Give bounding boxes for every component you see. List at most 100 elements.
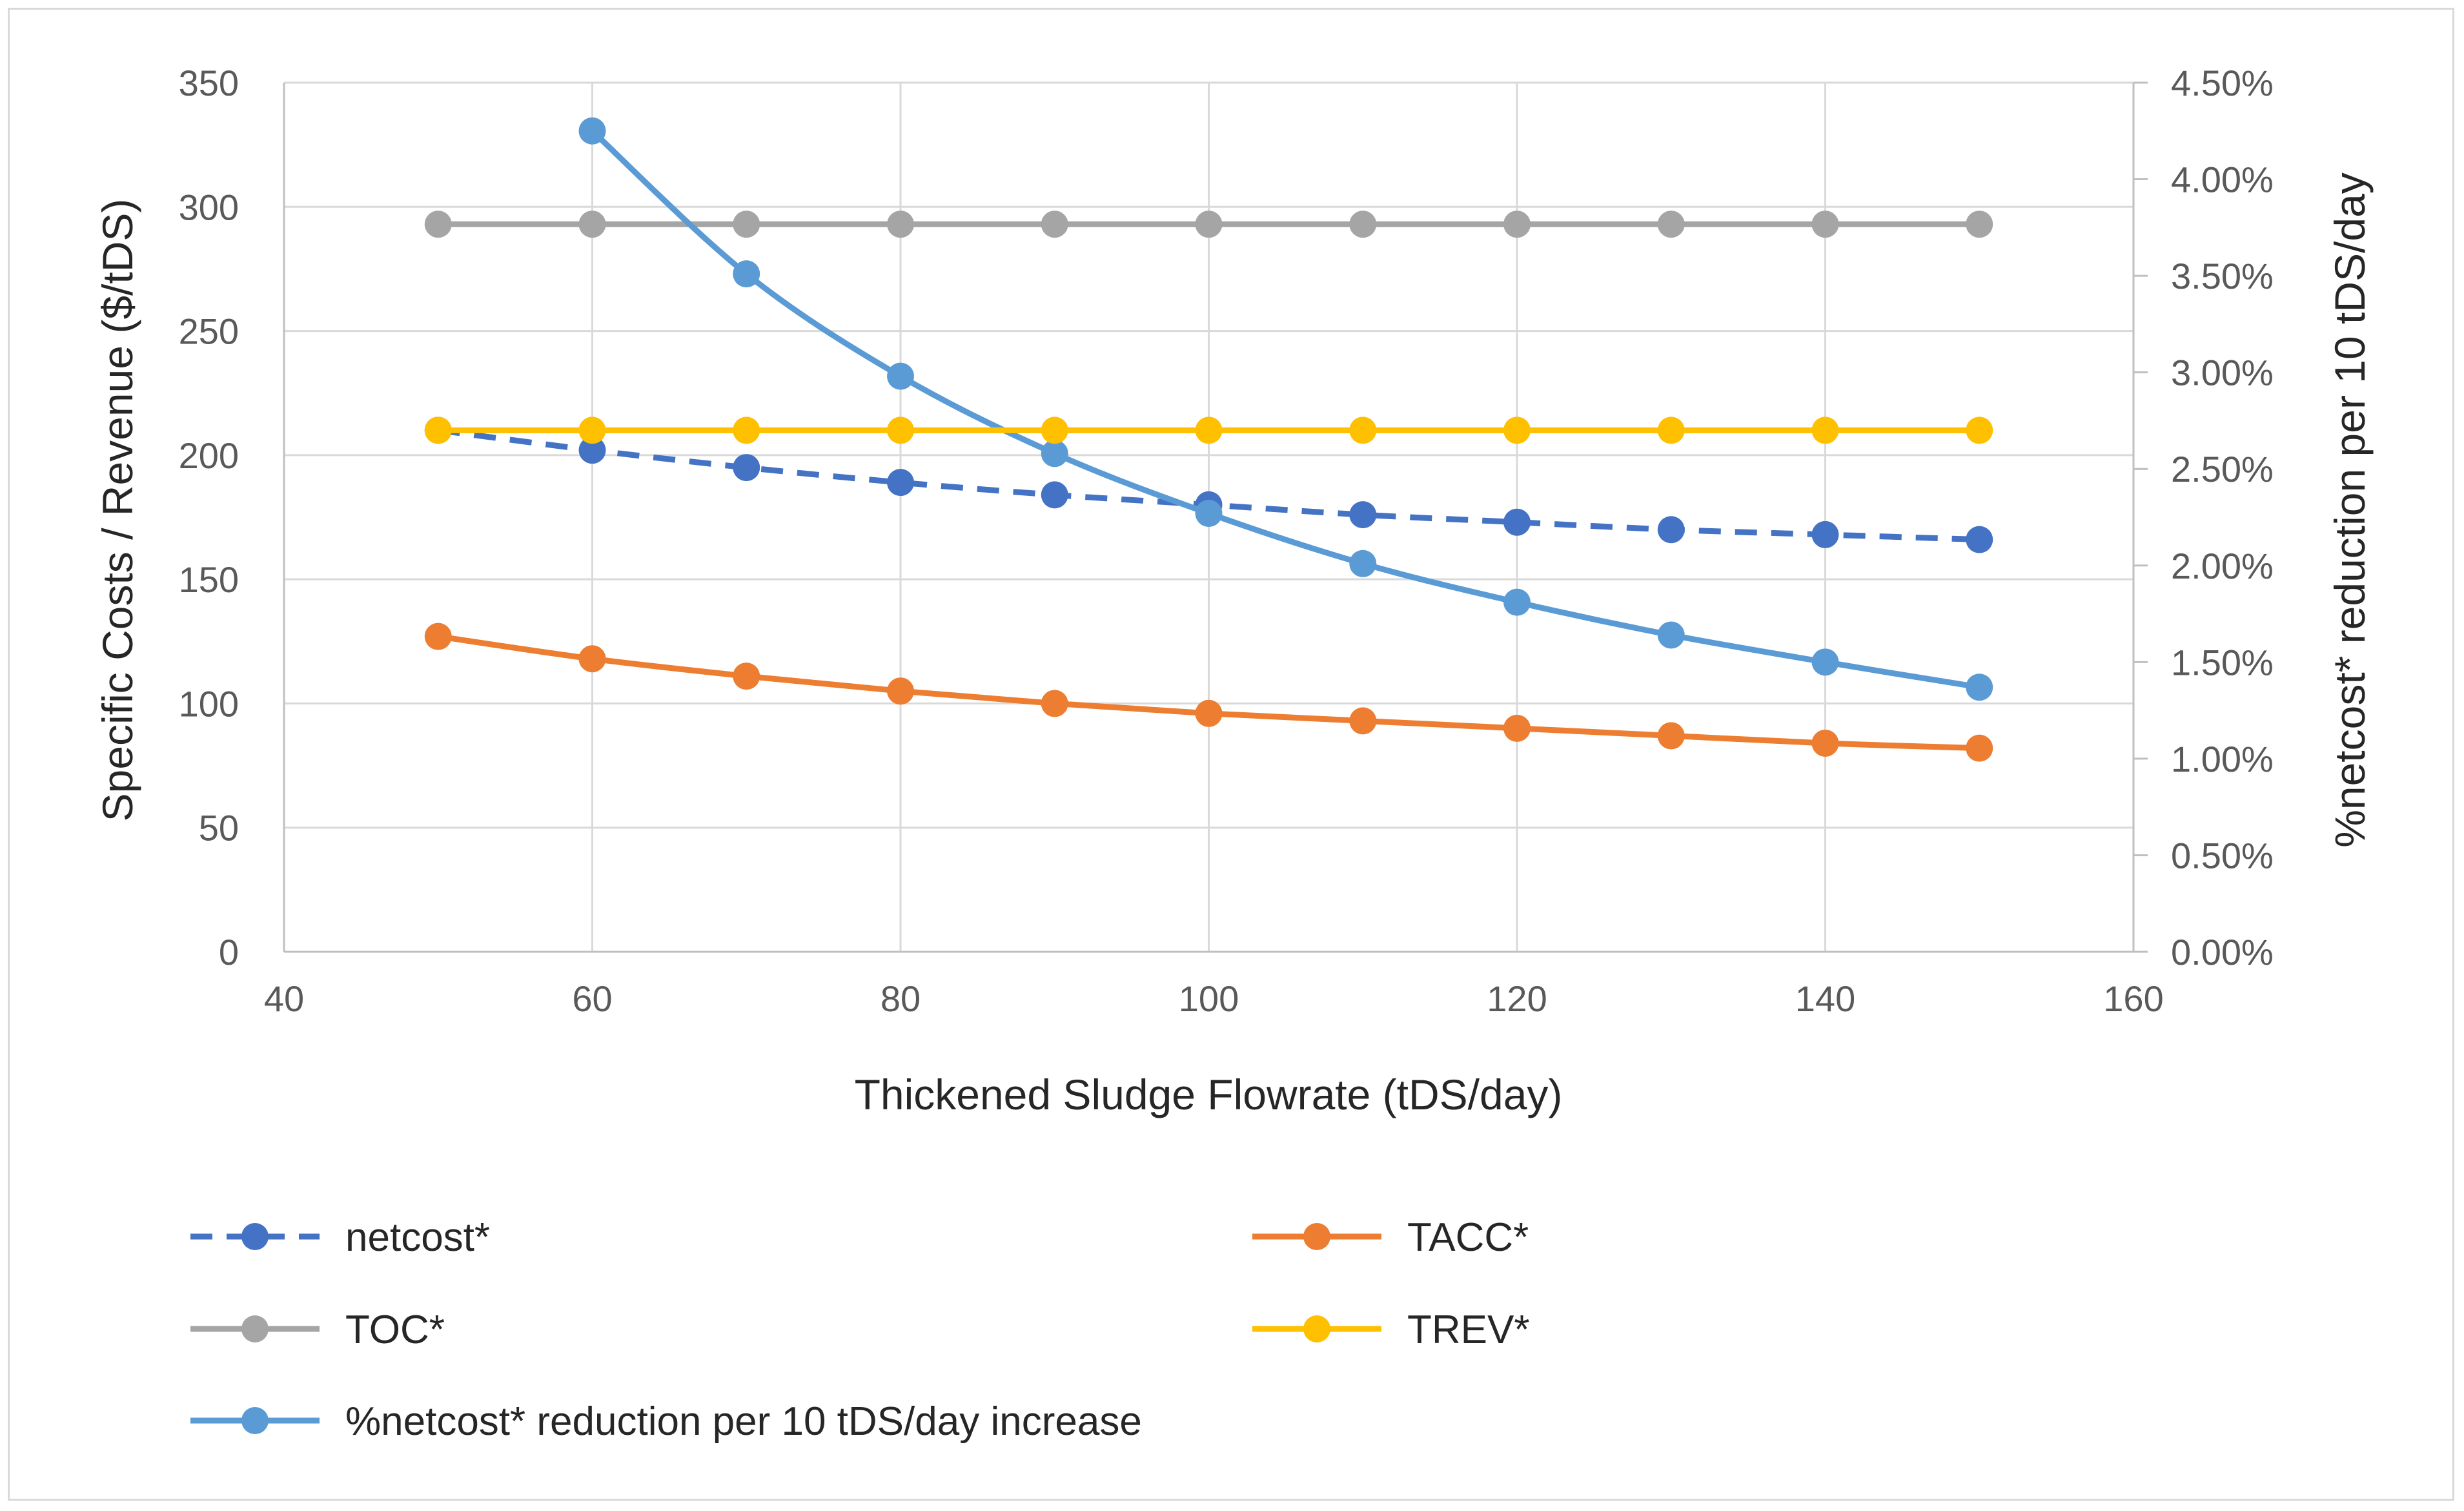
legend-item: netcost* — [190, 1215, 490, 1260]
data-point — [1041, 211, 1068, 238]
data-point — [578, 416, 606, 444]
data-point — [1195, 699, 1223, 727]
axes — [283, 83, 2135, 953]
y2-axis-title: %netcost* reduction per 10 tDS/day — [2326, 172, 2374, 848]
data-point — [578, 117, 606, 145]
data-point — [424, 211, 452, 238]
y-tick-label: 50 — [199, 808, 239, 848]
y-tick-label: 350 — [179, 63, 239, 103]
x-axis-ticks: 40 60 80 100 120 140 160 — [264, 978, 2164, 1019]
y-tick-label: 250 — [179, 311, 239, 352]
y2-tick-label: 2.50% — [2171, 449, 2274, 489]
x-tick-label: 120 — [1487, 978, 1547, 1019]
y2-tick-label: 1.00% — [2171, 739, 2274, 779]
data-point — [1657, 621, 1685, 649]
chart-frame — [8, 8, 2454, 1501]
data-point — [1041, 481, 1068, 509]
data-point — [887, 416, 914, 444]
y2-axis-ticks: 0.00% 0.50% 1.00% 1.50% 2.00% 2.50% 3.00% 3.50%… — [2133, 63, 2274, 972]
legend-item: TREV* — [1252, 1308, 1529, 1352]
data-point — [733, 260, 760, 288]
data-point — [1657, 416, 1685, 444]
series-line — [590, 128, 1980, 690]
data-point — [578, 645, 606, 673]
legend-item: TOC* — [190, 1308, 445, 1352]
data-point — [1657, 211, 1685, 238]
x-tick-label: 40 — [264, 978, 304, 1019]
data-point — [1195, 211, 1223, 238]
x-tick-label: 160 — [2103, 978, 2163, 1019]
series-group — [424, 117, 1993, 762]
legend-label: %netcost* reduction per 10 tDS/day incre… — [345, 1399, 1142, 1444]
y-tick-label: 100 — [179, 683, 239, 724]
data-point — [733, 416, 760, 444]
data-point — [1966, 734, 1993, 762]
data-point — [1811, 520, 1839, 548]
x-tick-label: 140 — [1795, 978, 1855, 1019]
data-point — [578, 211, 606, 238]
y2-tick-label: 4.50% — [2171, 63, 2274, 103]
y-tick-label: 150 — [179, 559, 239, 600]
data-point — [1966, 526, 1993, 553]
data-point — [1503, 588, 1531, 616]
data-point — [1349, 416, 1377, 444]
y-axis-title: Specific Costs / Revenue ($/tDS) — [94, 199, 141, 822]
legend-swatch-marker — [241, 1223, 269, 1250]
data-point — [1503, 508, 1531, 536]
series-toc — [424, 211, 1993, 238]
data-point — [424, 416, 452, 444]
y2-tick-label: 1.50% — [2171, 642, 2274, 683]
data-point — [1041, 440, 1068, 468]
data-point — [887, 211, 914, 238]
data-point — [1657, 516, 1685, 544]
data-point — [1195, 416, 1223, 444]
legend-swatch-marker — [241, 1407, 269, 1434]
data-point — [1041, 416, 1068, 444]
series-tacc — [424, 622, 1993, 762]
data-point — [1811, 416, 1839, 444]
legend-swatch-marker — [1303, 1223, 1330, 1250]
data-point — [1503, 714, 1531, 742]
y2-tick-label: 3.00% — [2171, 353, 2274, 393]
series-netcost-reduction-per-10-tds-day-increase — [578, 117, 1993, 701]
legend-label: TOC* — [345, 1308, 445, 1352]
legend-item: %netcost* reduction per 10 tDS/day incre… — [190, 1399, 1142, 1444]
data-point — [733, 211, 760, 238]
data-point — [1811, 648, 1839, 676]
data-point — [1041, 690, 1068, 717]
data-point — [887, 469, 914, 497]
legend-item: TACC* — [1252, 1215, 1529, 1260]
legend-swatch-marker — [241, 1315, 269, 1342]
y2-tick-label: 2.00% — [2171, 546, 2274, 586]
y-tick-label: 300 — [179, 187, 239, 227]
legend-label: TACC* — [1407, 1215, 1529, 1260]
legend-label: TREV* — [1407, 1308, 1529, 1352]
data-point — [1811, 211, 1839, 238]
x-tick-label: 100 — [1179, 978, 1239, 1019]
y-tick-label: 200 — [179, 435, 239, 476]
x-tick-label: 80 — [881, 978, 921, 1019]
data-point — [1966, 673, 1993, 701]
data-point — [1349, 211, 1377, 238]
legend-label: netcost* — [345, 1215, 490, 1260]
y2-tick-label: 0.00% — [2171, 932, 2274, 972]
data-point — [887, 677, 914, 705]
legend: netcost* TACC* TOC* TREV* %netcost* reductio… — [190, 1215, 1529, 1444]
data-point — [1811, 729, 1839, 757]
y2-tick-label: 4.00% — [2171, 159, 2274, 200]
y-axis-ticks: 0 50 100 150 200 250 300 350 — [179, 63, 239, 972]
data-point — [733, 663, 760, 690]
data-point — [1503, 211, 1531, 238]
y2-tick-label: 0.50% — [2171, 835, 2274, 876]
data-point — [887, 362, 914, 390]
data-point — [1349, 707, 1377, 735]
x-tick-label: 60 — [572, 978, 612, 1019]
x-axis-title: Thickened Sludge Flowrate (tDS/day) — [855, 1071, 1563, 1118]
data-point — [578, 437, 606, 464]
data-point — [1503, 416, 1531, 444]
data-point — [1966, 211, 1993, 238]
series-trev — [424, 416, 1993, 444]
data-point — [1966, 416, 1993, 444]
data-point — [1349, 501, 1377, 529]
